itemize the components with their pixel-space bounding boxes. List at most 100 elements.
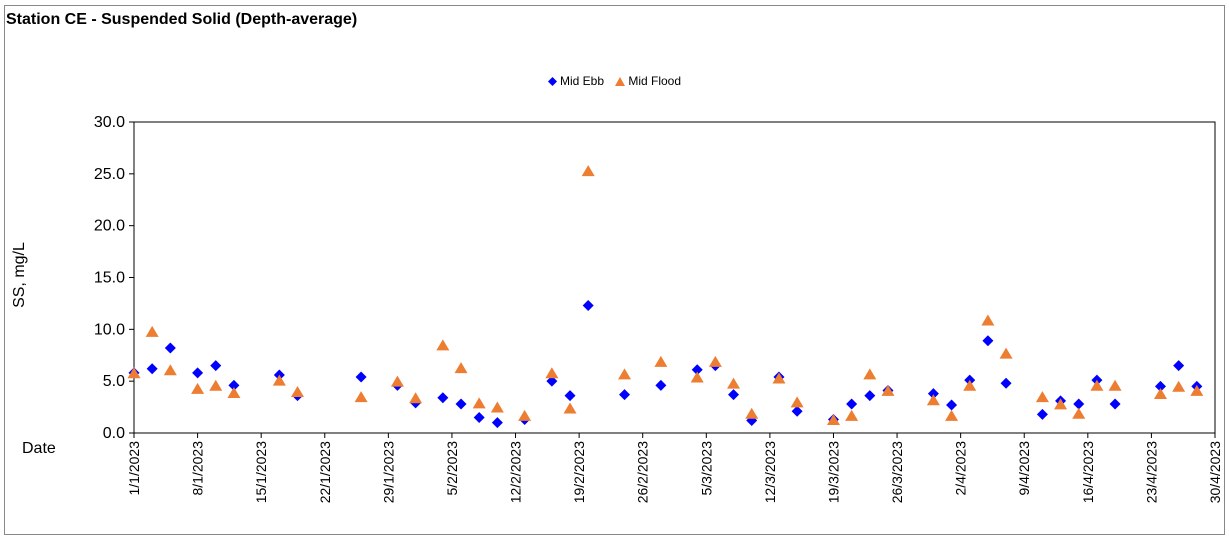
x-tick-label: 9/4/2023 (1016, 441, 1032, 496)
data-point-mid-ebb (1109, 398, 1121, 410)
x-tick-label: 29/1/2023 (380, 441, 396, 503)
data-point-mid-flood (1035, 391, 1049, 403)
data-point-mid-flood (127, 367, 141, 379)
chart-frame (4, 5, 1225, 535)
data-point-mid-ebb (564, 390, 576, 402)
data-point-mid-ebb (1073, 398, 1085, 410)
data-point-mid-flood (826, 413, 840, 425)
y-tick-label: 30.0 (94, 114, 125, 131)
y-tick-label: 25.0 (94, 166, 125, 183)
x-tick-label: 22/1/2023 (317, 441, 333, 503)
data-point-mid-flood (409, 392, 423, 404)
data-point-mid-flood (727, 377, 741, 389)
x-tick-label: 15/1/2023 (253, 441, 269, 503)
data-point-mid-flood (1072, 407, 1086, 419)
data-point-mid-ebb (1000, 377, 1012, 389)
data-point-mid-flood (963, 379, 977, 391)
data-point-mid-flood (1190, 384, 1204, 396)
x-tick-label: 1/1/2023 (126, 441, 142, 496)
data-point-mid-flood (1172, 380, 1186, 392)
data-point-mid-ebb (164, 342, 176, 354)
data-point-mid-ebb (728, 389, 740, 401)
data-point-mid-flood (436, 339, 450, 351)
y-tick-label: 10.0 (94, 321, 125, 338)
data-point-mid-ebb (473, 411, 485, 423)
x-tick-label: 19/3/2023 (825, 441, 841, 503)
data-point-mid-flood (863, 368, 877, 380)
data-point-mid-flood (227, 387, 241, 399)
legend-label-mid-flood: Mid Flood (628, 74, 682, 88)
data-point-mid-flood (1108, 379, 1122, 391)
x-axis-label: Date (22, 440, 56, 457)
x-tick-label: 26/2/2023 (635, 441, 651, 503)
y-tick-label: 0.0 (103, 425, 125, 442)
data-point-mid-flood (1090, 379, 1104, 391)
y-tick-label: 15.0 (94, 270, 125, 287)
x-tick-label: 16/4/2023 (1080, 441, 1096, 503)
data-point-mid-flood (291, 385, 305, 397)
data-point-mid-ebb (491, 417, 503, 429)
data-point-mid-flood (490, 401, 504, 413)
data-point-mid-flood (772, 372, 786, 384)
data-point-mid-ebb (1173, 360, 1185, 372)
plot-border (133, 121, 1216, 434)
data-point-mid-flood (518, 409, 532, 421)
data-point-mid-ebb (1036, 408, 1048, 420)
data-point-mid-flood (163, 364, 177, 376)
data-point-mid-ebb (927, 388, 939, 400)
legend-marker-triangle-icon (615, 77, 626, 87)
x-tick-label: 23/4/2023 (1143, 441, 1159, 503)
data-point-mid-flood (981, 314, 995, 326)
data-point-mid-ebb (228, 379, 240, 391)
data-point-mid-flood (690, 371, 704, 383)
x-tick-label: 5/3/2023 (698, 441, 714, 496)
data-point-mid-flood (745, 407, 759, 419)
chart-title: Station CE - Suspended Solid (Depth-aver… (6, 11, 358, 28)
legend: Mid Ebb Mid Flood (0, 74, 1229, 88)
data-point-mid-flood (654, 355, 668, 367)
x-tick-label: 30/4/2023 (1207, 441, 1223, 503)
y-tick-label: 20.0 (94, 218, 125, 235)
data-point-mid-ebb (946, 399, 958, 411)
data-point-mid-flood (209, 379, 223, 391)
data-point-mid-ebb (1154, 380, 1166, 392)
data-point-mid-ebb (210, 360, 222, 372)
data-point-mid-flood (354, 391, 368, 403)
data-point-mid-ebb (864, 390, 876, 402)
data-point-mid-flood (845, 409, 859, 421)
y-tick-label: 5.0 (103, 373, 125, 390)
x-tick-label: 26/3/2023 (889, 441, 905, 503)
data-point-mid-flood (472, 397, 486, 409)
data-point-mid-ebb (455, 398, 467, 410)
data-point-mid-flood (191, 382, 205, 394)
data-point-mid-flood (1054, 398, 1068, 410)
legend-item-mid-ebb: Mid Ebb (547, 74, 604, 88)
data-point-mid-flood (145, 325, 159, 337)
data-point-mid-ebb (619, 389, 631, 401)
data-point-mid-flood (272, 374, 286, 386)
data-point-mid-ebb (791, 405, 803, 417)
data-point-mid-flood (581, 165, 595, 177)
legend-label-mid-ebb: Mid Ebb (559, 74, 604, 88)
data-point-mid-ebb (691, 364, 703, 376)
data-point-mid-ebb (655, 379, 667, 391)
x-tick-label: 5/2/2023 (444, 441, 460, 496)
data-point-mid-flood (618, 368, 632, 380)
data-point-mid-flood (790, 396, 804, 408)
x-tick-label: 12/3/2023 (762, 441, 778, 503)
x-tick-label: 19/2/2023 (571, 441, 587, 503)
data-point-mid-flood (545, 367, 559, 379)
data-point-mid-flood (563, 402, 577, 414)
data-point-mid-flood (881, 384, 895, 396)
legend-item-mid-flood: Mid Flood (615, 74, 681, 88)
data-point-mid-ebb (355, 371, 367, 383)
data-point-mid-flood (926, 394, 940, 406)
data-point-mid-ebb (846, 398, 858, 410)
data-point-mid-ebb (146, 363, 158, 375)
data-point-mid-ebb (546, 375, 558, 387)
legend-marker-diamond-icon (547, 77, 557, 87)
x-tick-label: 2/4/2023 (953, 441, 969, 496)
data-point-mid-ebb (982, 335, 994, 347)
x-tick-label: 8/1/2023 (190, 441, 206, 496)
